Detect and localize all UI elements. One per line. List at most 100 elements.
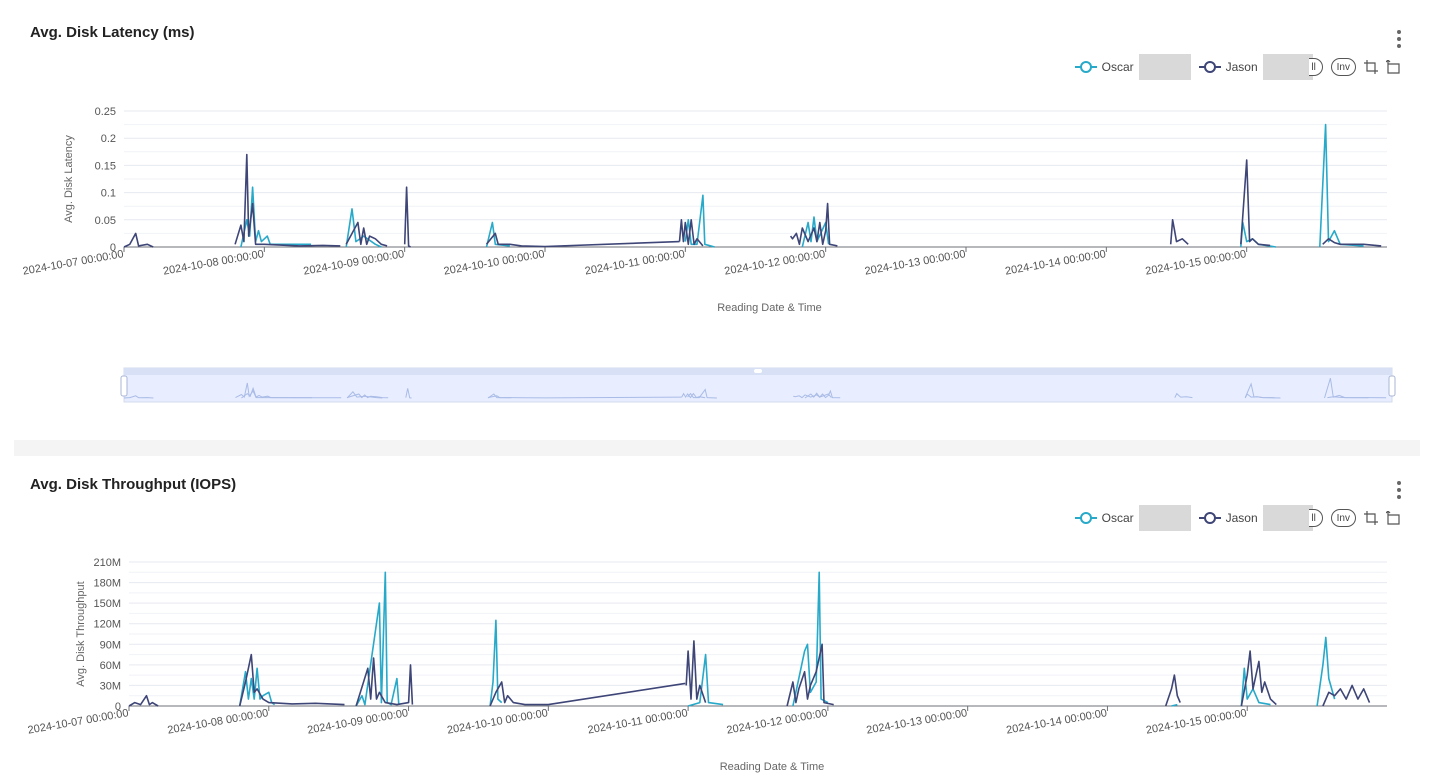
- zoom-preview-line: [1327, 396, 1387, 399]
- x-tick-label: 2024-10-11 00:00:00: [584, 248, 686, 277]
- data-zoom-slider: [120, 367, 1396, 403]
- legend-label: Jason: [1225, 511, 1258, 525]
- series-line-jason: [403, 186, 411, 248]
- series-line-jason: [123, 232, 154, 248]
- y-tick-label: 210M: [93, 557, 121, 569]
- zoom-preview-line: [681, 392, 706, 399]
- zoom-select-icon[interactable]: [1364, 60, 1378, 74]
- series-line-oscar: [1319, 123, 1364, 248]
- x-tick-label: 2024-10-07 00:00:00: [22, 248, 125, 278]
- x-tick-label: 2024-10-09 00:00:00: [306, 707, 409, 737]
- series-line-jason: [786, 643, 834, 707]
- zoom-preview-line: [793, 389, 841, 399]
- series-line-jason: [355, 657, 414, 707]
- series-line-jason: [238, 653, 345, 707]
- series-line-jason: [1164, 674, 1181, 707]
- series-line-oscar: [489, 619, 503, 707]
- legend-label: Oscar: [1101, 60, 1134, 74]
- redacted-block: [1138, 54, 1191, 80]
- zoom-select-icon[interactable]: [1364, 511, 1378, 525]
- redacted-block: [1138, 505, 1191, 531]
- series-line-oscar: [684, 194, 715, 248]
- x-tick-label: 2024-10-15 00:00:00: [1144, 248, 1247, 278]
- y-tick-label: 90M: [100, 639, 121, 651]
- y-tick-label: 0: [115, 701, 121, 713]
- legend-item-jason[interactable]: Jason: [1198, 505, 1313, 531]
- series-line-jason: [345, 221, 388, 247]
- series-line-oscar: [238, 667, 276, 707]
- zoom-reset-icon[interactable]: [1386, 511, 1400, 525]
- legend-item-jason[interactable]: Jason: [1198, 54, 1313, 80]
- x-tick-label: 2024-10-15 00:00:00: [1145, 707, 1248, 737]
- throughput-more-options-icon[interactable]: [1396, 481, 1402, 499]
- x-tick-label: 2024-10-13 00:00:00: [864, 248, 967, 278]
- throughput-legend: Oscar Jason ll Inv: [1074, 505, 1400, 531]
- panel-separator: [14, 440, 1420, 456]
- zoom-preview-line: [346, 393, 389, 399]
- series-line-oscar: [792, 571, 829, 707]
- y-tick-label: 120M: [93, 619, 121, 631]
- latency-panel: Avg. Disk Latency (ms) Oscar Jason ll In…: [14, 0, 1420, 440]
- zoom-preview-line: [1244, 382, 1275, 399]
- x-tick-label: 2024-10-07 00:00:00: [27, 707, 130, 737]
- y-tick-label: 0.2: [101, 133, 116, 145]
- zoom-slider-left-handle: [120, 375, 128, 397]
- x-tick-label: 2024-10-08 00:00:00: [167, 707, 270, 737]
- zoom-preview-line: [687, 388, 717, 399]
- y-tick-label: 0: [110, 242, 116, 254]
- series-line-oscar: [355, 571, 400, 707]
- legend-invert-toggle[interactable]: Inv: [1330, 58, 1356, 76]
- series-line-jason: [678, 219, 704, 247]
- latency-chart[interactable]: 0 0.05 0.1 0.15 0.2 0.25 2024-10-07 00:00:00 20…: [14, 0, 1420, 420]
- series-line-jason: [1322, 238, 1382, 247]
- legend-all-toggle[interactable]: ll: [1308, 509, 1323, 527]
- legend-all-toggle[interactable]: ll: [1308, 58, 1323, 76]
- legend-invert-toggle[interactable]: Inv: [1330, 509, 1356, 527]
- x-tick-label: 2024-10-14 00:00:00: [1005, 707, 1108, 737]
- series-line-jason: [234, 153, 341, 247]
- legend-item-oscar[interactable]: Oscar: [1074, 505, 1191, 531]
- zoom-reset-icon[interactable]: [1386, 60, 1400, 74]
- x-tick-label: 2024-10-10 00:00:00: [446, 707, 549, 737]
- latency-panel-title: Avg. Disk Latency (ms): [30, 24, 195, 41]
- y-tick-label: 60M: [100, 660, 121, 672]
- y-tick-label: 0.25: [95, 106, 116, 118]
- x-axis-label: Reading Date & Time: [720, 761, 825, 773]
- legend-label: Oscar: [1101, 511, 1134, 525]
- x-tick-label: 2024-10-09 00:00:00: [302, 248, 405, 278]
- zoom-slider-move-handle: [754, 369, 762, 373]
- throughput-chart[interactable]: 0 30M 60M 90M 120M 150M 180M 210M 2024-10-07 00:…: [14, 456, 1420, 782]
- series-line-jason: [1240, 650, 1277, 707]
- legend-line-circle-icon: [1074, 61, 1097, 73]
- y-tick-label: 30M: [100, 680, 121, 692]
- series-line-jason: [1322, 684, 1371, 707]
- throughput-panel-title: Avg. Disk Throughput (IOPS): [30, 476, 237, 493]
- x-tick-label: 2024-10-12 00:00:00: [726, 707, 829, 737]
- x-tick-label: 2024-10-08 00:00:00: [162, 248, 265, 278]
- x-tick-label: 2024-10-10 00:00:00: [443, 248, 546, 278]
- legend-item-oscar[interactable]: Oscar: [1074, 54, 1191, 80]
- latency-more-options-icon[interactable]: [1396, 30, 1402, 48]
- x-tick-label: 2024-10-13 00:00:00: [865, 707, 968, 737]
- redacted-block: [1262, 54, 1313, 80]
- series-line-oscar: [687, 653, 724, 707]
- x-tick-label: 2024-10-11 00:00:00: [587, 707, 689, 736]
- latency-legend: Oscar Jason ll Inv: [1074, 54, 1400, 80]
- series-line-jason: [489, 681, 686, 707]
- zoom-preview-line: [1174, 392, 1193, 399]
- x-axis-label: Reading Date & Time: [717, 302, 822, 314]
- redacted-block: [1262, 505, 1313, 531]
- x-tick-label: 2024-10-14 00:00:00: [1004, 248, 1107, 278]
- series-line-oscar: [1171, 703, 1178, 707]
- series-line-jason: [1169, 219, 1189, 245]
- y-tick-label: 0.1: [101, 188, 116, 200]
- series-line-jason: [1240, 159, 1271, 247]
- y-axis-label: Avg. Disk Latency: [63, 135, 75, 223]
- zoom-slider-right-handle: [1388, 375, 1396, 397]
- zoom-preview-line: [235, 382, 342, 399]
- x-tick-label: 2024-10-12 00:00:00: [723, 248, 826, 278]
- y-tick-label: 0.05: [95, 215, 116, 227]
- series-line-jason: [789, 202, 838, 247]
- y-axis-label: Avg. Disk Throughput: [75, 581, 87, 686]
- zoom-preview-line: [123, 395, 154, 399]
